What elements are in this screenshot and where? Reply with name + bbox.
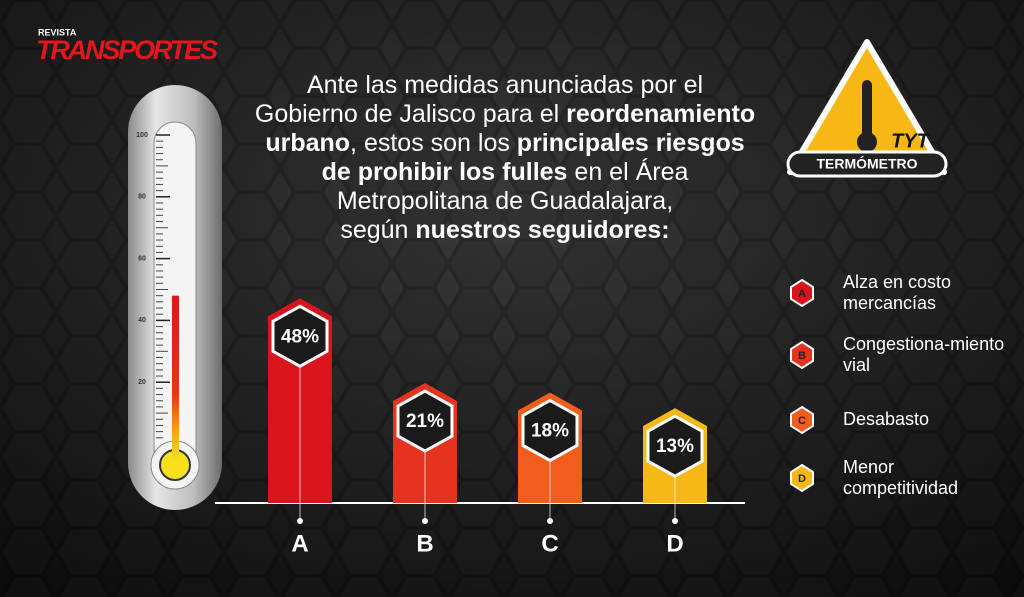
bar-dot: [422, 518, 428, 524]
badge-initials: TYT: [891, 130, 931, 152]
title-line: Gobierno de Jalisco para el reordenamien…: [255, 100, 755, 128]
title-line: Ante las medidas anunciadas por el: [307, 71, 703, 99]
title-run: reordenamiento: [566, 100, 755, 128]
category-label: A: [291, 530, 308, 557]
badge-name: TERMÓMETRO: [816, 155, 917, 172]
title-run: Ante las medidas anunciadas por el: [307, 71, 703, 99]
thermo-tick-label: 80: [138, 194, 146, 201]
legend-line: Menor: [843, 457, 894, 477]
logo-kicker: REVISTA: [38, 27, 77, 37]
thermo-tick-label: 20: [138, 379, 146, 386]
title-line: urbano, estos son los principales riesgo…: [265, 129, 744, 157]
badge: TYT TERMÓMETRO: [786, 39, 948, 178]
title-run: Gobierno de Jalisco para el: [255, 100, 566, 128]
legend-key: A: [798, 288, 806, 300]
title-line: de prohibir los fulles en el Área: [322, 157, 689, 186]
title-line: según nuestros seguidores:: [340, 216, 669, 244]
category-label: B: [416, 530, 433, 557]
title-run: nuestros seguidores:: [415, 216, 669, 244]
thermo-tick-label: 40: [138, 317, 146, 324]
value-label: 48%: [281, 326, 319, 347]
title-run: en el Área: [567, 157, 688, 186]
bar-dot: [672, 518, 678, 524]
title-run: de prohibir los fulles: [322, 158, 568, 186]
value-label: 18%: [531, 420, 569, 441]
title-run: urbano: [265, 129, 350, 157]
title-line: Metropolitana de Guadalajara,: [337, 187, 673, 215]
legend-key: C: [798, 415, 806, 427]
legend-hex: [790, 340, 814, 370]
title-run: principales riesgos: [517, 129, 745, 157]
legend-line: competitividad: [843, 478, 958, 498]
legend-line: Alza en costo: [843, 272, 951, 292]
legend-hex: [790, 463, 814, 493]
legend-hex: [790, 278, 814, 308]
legend-label: Congestiona-miento vial: [843, 334, 1004, 375]
value-label: 21%: [406, 411, 444, 432]
bar-dot: [297, 518, 303, 524]
legend-key: B: [798, 350, 806, 362]
legend-hex: [790, 405, 814, 435]
legend-label: Menor competitividad: [843, 457, 958, 498]
title-run: , estos son los: [350, 129, 517, 157]
thermo-tick-label: 60: [138, 255, 146, 262]
legend-line: mercancías: [843, 293, 936, 313]
legend-label: Desabasto: [843, 409, 929, 429]
category-label: D: [666, 530, 683, 557]
legend-line: Desabasto: [843, 409, 929, 429]
category-label: C: [541, 530, 558, 557]
legend-key: D: [798, 473, 806, 485]
legend-line: vial: [843, 355, 870, 375]
legend-line: Congestiona-miento: [843, 334, 1004, 354]
value-label: 13%: [656, 436, 694, 457]
logo-name: TRANSPORTES: [36, 35, 218, 65]
bar-dot: [547, 518, 553, 524]
title-run: según: [340, 216, 415, 244]
thermo-tick-label: 100: [136, 132, 148, 139]
legend-label: Alza en costo mercancías: [843, 272, 951, 313]
thermo-fill: [172, 295, 179, 460]
title-run: Metropolitana de Guadalajara,: [337, 187, 673, 215]
